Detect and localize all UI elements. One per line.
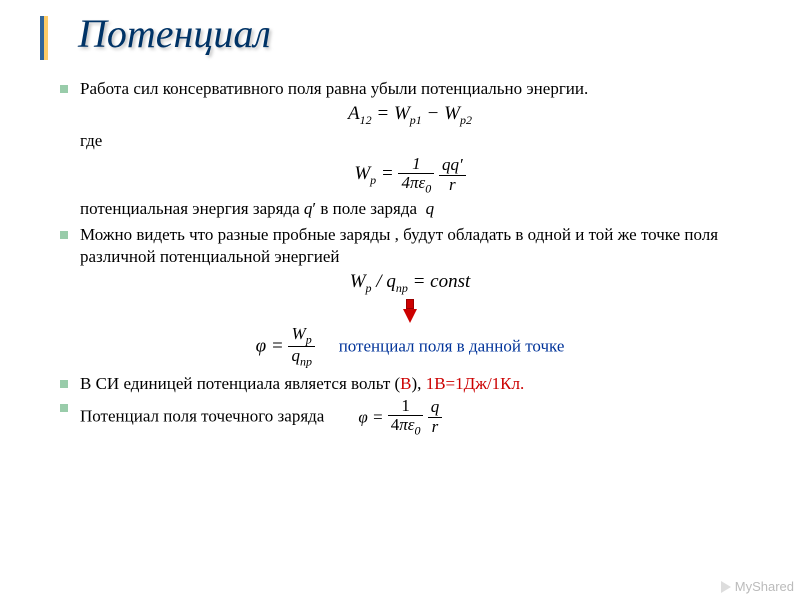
- watermark-text: MyShared: [735, 579, 794, 594]
- sub-text-2: потенциальная энергия заряда q′ в поле з…: [80, 198, 760, 220]
- bullet-text: В СИ единицей потенциала является вольт …: [80, 373, 760, 395]
- text-red: 1В=1Дж/1Кл.: [426, 374, 525, 393]
- text-red: В: [400, 374, 411, 393]
- bullet-item: Потенциал поля точечного заряда φ = 14πε…: [60, 397, 760, 438]
- text-fragment: Потенциал поля точечного заряда: [80, 406, 324, 425]
- text-fragment: в поле заряда: [316, 199, 421, 218]
- bullet-icon: [60, 231, 68, 239]
- text-fragment: потенциальная энергия заряда: [80, 199, 304, 218]
- formula-wp: Wp = 14πε0 qq′r: [60, 155, 760, 196]
- side-note: потенциал поля в данной точке: [339, 336, 565, 355]
- text-fragment: В СИ единицей потенциала является вольт …: [80, 374, 400, 393]
- bullet-text: Работа сил консервативного поля равна уб…: [80, 78, 760, 100]
- bullet-item: Можно видеть что разные пробные заряды ,…: [60, 224, 760, 268]
- bullet-item: В СИ единицей потенциала является вольт …: [60, 373, 760, 395]
- title-accent-inner: [40, 16, 44, 60]
- bullet-icon: [60, 404, 68, 412]
- bullet-item: Работа сил консервативного поля равна уб…: [60, 78, 760, 100]
- slide-title: Потенциал: [78, 10, 271, 57]
- bullet-icon: [60, 380, 68, 388]
- play-icon: [721, 581, 731, 593]
- sub-text: где: [80, 130, 760, 152]
- formula-const: Wp / qnp = const: [60, 270, 760, 296]
- bullet-text: Можно видеть что разные пробные заряды ,…: [80, 224, 760, 268]
- watermark: MyShared: [721, 579, 794, 594]
- formula-work: A12 = Wp1 − Wp2: [60, 102, 760, 128]
- arrow-down-icon: [60, 299, 760, 323]
- text-fragment: ),: [412, 374, 426, 393]
- formula-phi: φ = Wpqnp потенциал поля в данной точке: [60, 325, 760, 369]
- slide-body: Работа сил консервативного поля равна уб…: [60, 78, 760, 440]
- bullet-icon: [60, 85, 68, 93]
- bullet-text: Потенциал поля точечного заряда φ = 14πε…: [80, 397, 760, 438]
